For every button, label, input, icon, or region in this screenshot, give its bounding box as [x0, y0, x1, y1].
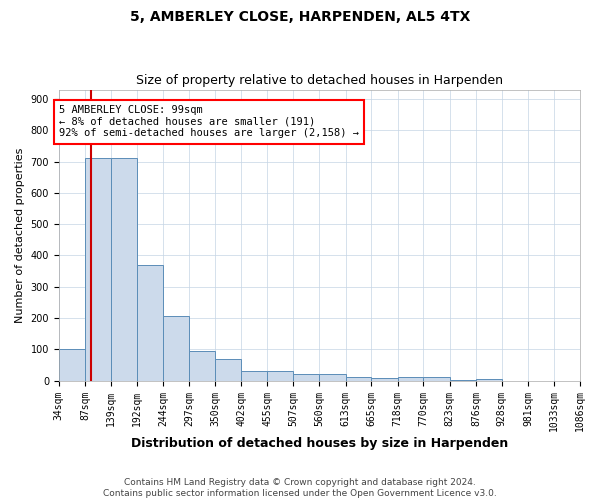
Bar [85, 158, 111, 380]
Bar [424, 378, 449, 380]
Bar [293, 374, 319, 380]
Bar [241, 371, 268, 380]
Text: 5, AMBERLEY CLOSE, HARPENDEN, AL5 4TX: 5, AMBERLEY CLOSE, HARPENDEN, AL5 4TX [130, 10, 470, 24]
Bar [371, 378, 398, 380]
Bar [189, 351, 215, 380]
Text: 5 AMBERLEY CLOSE: 99sqm
← 8% of detached houses are smaller (191)
92% of semi-de: 5 AMBERLEY CLOSE: 99sqm ← 8% of detached… [59, 105, 359, 138]
Bar [111, 158, 137, 380]
Bar [163, 316, 189, 380]
Bar [398, 378, 424, 380]
Bar [268, 371, 293, 380]
Y-axis label: Number of detached properties: Number of detached properties [15, 148, 25, 323]
Bar [346, 378, 371, 380]
X-axis label: Distribution of detached houses by size in Harpenden: Distribution of detached houses by size … [131, 437, 508, 450]
Bar [137, 265, 163, 380]
Title: Size of property relative to detached houses in Harpenden: Size of property relative to detached ho… [136, 74, 503, 87]
Bar [59, 350, 85, 380]
Text: Contains HM Land Registry data © Crown copyright and database right 2024.
Contai: Contains HM Land Registry data © Crown c… [103, 478, 497, 498]
Bar [215, 358, 241, 380]
Bar [476, 379, 502, 380]
Bar [319, 374, 346, 380]
